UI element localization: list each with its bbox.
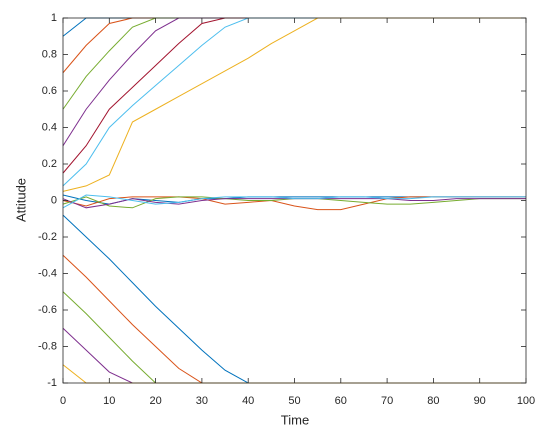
x-tick-label: 30 [196, 395, 208, 407]
y-tick-label: -0.4 [38, 267, 57, 279]
x-tick-label: 10 [103, 395, 115, 407]
x-axis-label: Time [281, 412, 309, 427]
y-tick-label: -0.6 [38, 304, 57, 316]
y-tick-label: -0.8 [38, 340, 57, 352]
x-tick-label: 90 [474, 395, 486, 407]
y-tick-label: 0.8 [42, 48, 57, 60]
y-tick-label: 0 [51, 194, 57, 206]
x-tick-label: 80 [427, 395, 439, 407]
y-tick-label: 1 [51, 12, 57, 24]
y-tick-label: 0.2 [42, 158, 57, 170]
x-tick-label: 60 [335, 395, 347, 407]
x-tick-label: 0 [60, 395, 66, 407]
y-axis-label: Attitude [13, 178, 28, 222]
series-line [62, 194, 526, 209]
x-tick-label: 20 [149, 395, 161, 407]
x-tick-label: 40 [242, 395, 254, 407]
x-tick-label: 50 [288, 395, 300, 407]
x-tick-label: 100 [517, 395, 535, 407]
y-tick-label: -1 [47, 377, 57, 389]
y-tick-label: 0.4 [42, 121, 57, 133]
y-tick-label: -0.2 [38, 231, 57, 243]
x-tick-label: 70 [381, 395, 393, 407]
y-tick-label: 0.6 [42, 85, 57, 97]
